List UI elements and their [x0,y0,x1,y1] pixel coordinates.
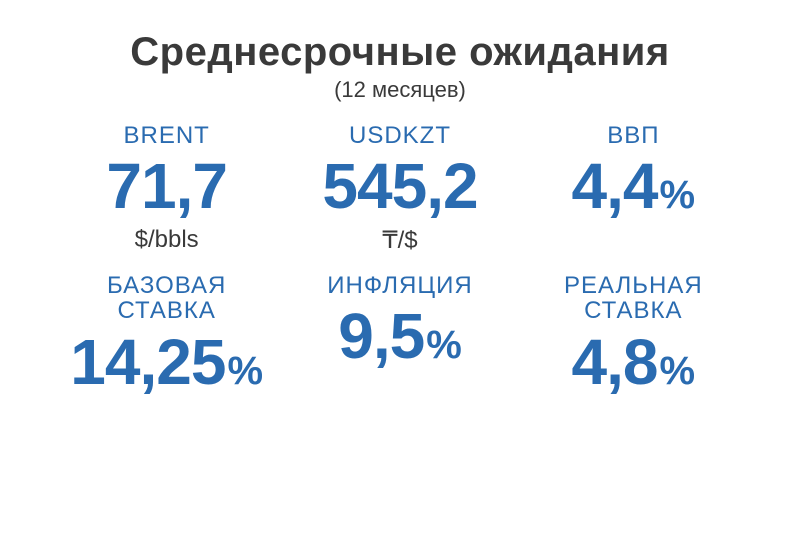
percent-sign: % [227,349,263,394]
percent-sign: % [426,323,462,368]
metric-label: ВВП [607,123,659,148]
metric-label: BRENT [123,123,209,148]
page-subtitle: (12 месяцев) [60,77,740,103]
metric-value: 9,5 [338,304,424,368]
metric-unit: ₸/$ [382,226,417,255]
metric-label: РЕАЛЬНАЯСТАВКА [564,273,703,323]
metric-value-row: 545,2 [322,154,477,218]
page-title: Среднесрочные ожидания [60,30,740,75]
metric-value: 4,4 [572,154,658,218]
metric-value: 545,2 [322,154,477,218]
metric-value: 4,8 [572,330,658,394]
metric-value-row: 4,4 % [572,154,696,218]
metric-label: USDKZT [349,123,451,148]
header: Среднесрочные ожидания (12 месяцев) [60,30,740,103]
metric-usdkzt: USDKZT 545,2 ₸/$ [293,123,506,255]
metric-value-row: 4,8 % [572,330,696,394]
metric-real-rate: РЕАЛЬНАЯСТАВКА 4,8 % [527,273,740,393]
metric-value-row: 71,7 [106,154,227,218]
metric-unit: $/bbls [135,226,199,254]
metric-base-rate: БАЗОВАЯСТАВКА 14,25 % [60,273,273,393]
metric-brent: BRENT 71,7 $/bbls [60,123,273,255]
metric-value-row: 14,25 % [70,330,263,394]
percent-sign: % [660,349,696,394]
metrics-grid: BRENT 71,7 $/bbls USDKZT 545,2 ₸/$ ВВП 4… [60,123,740,394]
metric-label: БАЗОВАЯСТАВКА [107,273,226,323]
metric-value: 71,7 [106,154,227,218]
percent-sign: % [660,173,696,218]
metric-inflation: ИНФЛЯЦИЯ 9,5 % [293,273,506,393]
metric-label: ИНФЛЯЦИЯ [327,273,472,298]
metric-value: 14,25 [70,330,225,394]
metric-gdp: ВВП 4,4 % [527,123,740,255]
metric-value-row: 9,5 % [338,304,462,368]
